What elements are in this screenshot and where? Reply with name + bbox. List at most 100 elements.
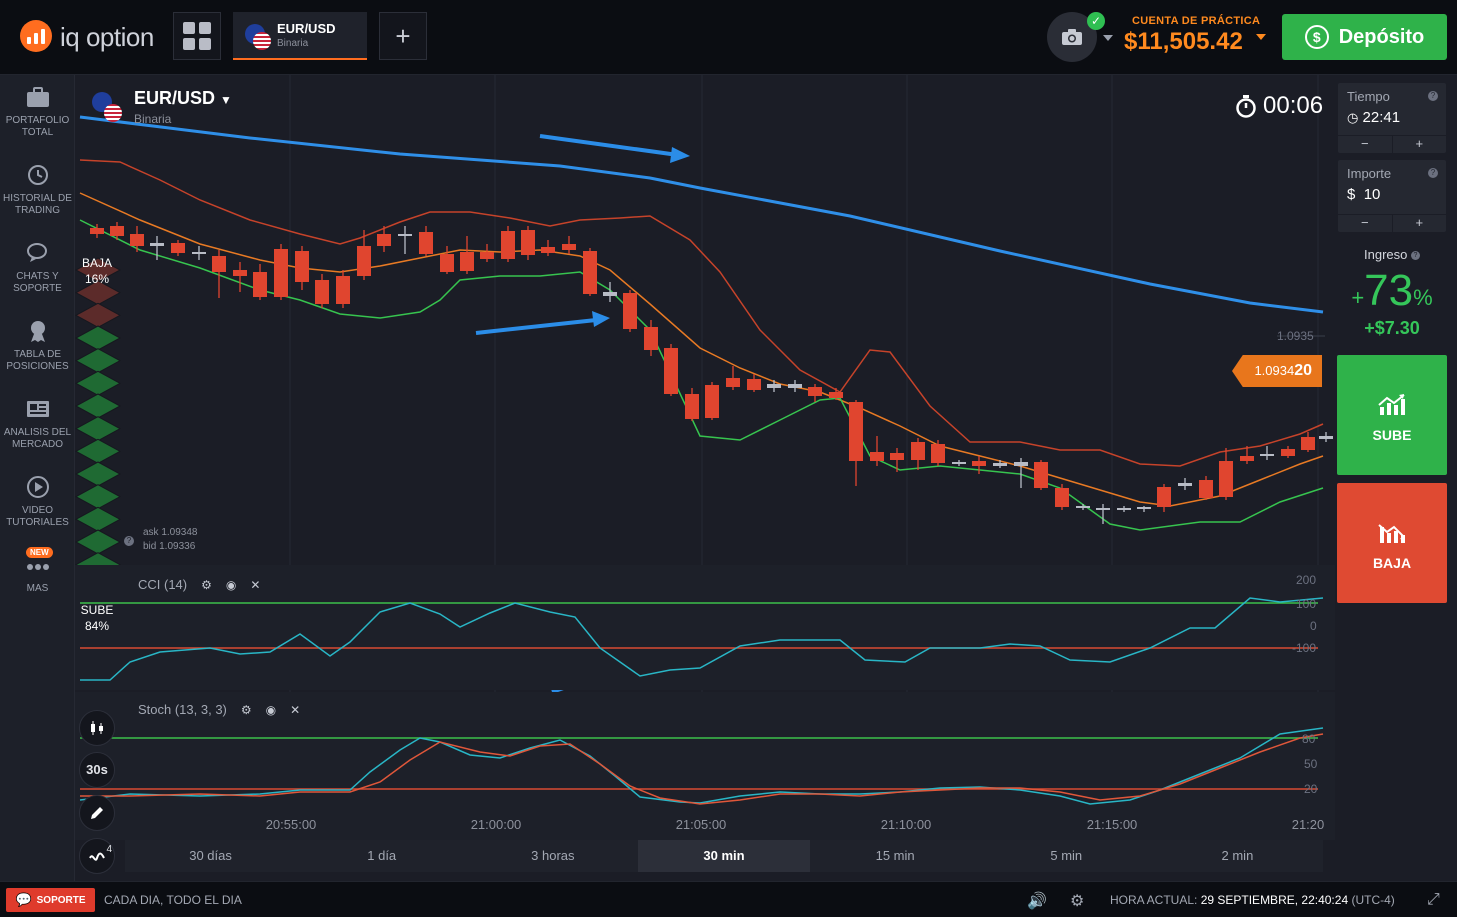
balance-dropdown-icon[interactable] bbox=[1256, 34, 1266, 40]
middle-band bbox=[79, 192, 1324, 507]
sidebar-item-video-tutorials[interactable]: VIDEO TUTORIALES bbox=[0, 475, 75, 529]
amount-box[interactable]: Importe ? $ 10 − + bbox=[1338, 160, 1446, 232]
account-balance[interactable]: $11,505.42 bbox=[1124, 28, 1243, 55]
expiry-timer: 00:06 bbox=[1235, 92, 1323, 120]
iq-option-logo[interactable] bbox=[20, 20, 52, 52]
amount-minus-button[interactable]: − bbox=[1338, 215, 1393, 232]
eye-icon[interactable]: ◉ bbox=[265, 702, 277, 717]
candle-body bbox=[90, 228, 104, 234]
annotation-arrowhead bbox=[670, 147, 690, 163]
time-value: ◷ 22:41 bbox=[1347, 109, 1400, 126]
sentiment-up-pct: 84% bbox=[84, 619, 110, 633]
indicators-button[interactable]: 4 bbox=[79, 838, 115, 874]
ask-bid-info: ask 1.09348 bid 1.09336 bbox=[143, 526, 198, 554]
timeframe-option[interactable]: 30 min bbox=[638, 840, 810, 872]
amount-plus-button[interactable]: + bbox=[1415, 215, 1424, 230]
volume-icon[interactable]: 🔊 bbox=[1027, 893, 1047, 910]
support-label: SOPORTE bbox=[36, 894, 86, 906]
help-icon[interactable]: ? bbox=[1411, 251, 1420, 261]
chart-asset-selector[interactable]: EUR/USD ▼ bbox=[134, 88, 232, 109]
candle-body bbox=[1301, 437, 1315, 450]
asset-tab-type: Binaria bbox=[277, 38, 309, 49]
new-badge: NEW bbox=[26, 547, 53, 558]
chat-icon: 💬 bbox=[15, 892, 32, 907]
fullscreen-icon[interactable]: ⤢ bbox=[1427, 891, 1440, 908]
candle-body bbox=[440, 254, 454, 272]
more-icon bbox=[26, 564, 49, 570]
cci-tick: 0 bbox=[1310, 619, 1317, 633]
candle-body bbox=[993, 463, 1007, 466]
cci-header: CCI (14) ⚙ ◉ ✕ bbox=[138, 577, 260, 592]
price-level-label: 1.0935 bbox=[1277, 329, 1314, 343]
history-icon bbox=[27, 165, 48, 185]
income-label-row: Ingreso ? bbox=[1337, 247, 1447, 262]
sidebar-item-leaderboard[interactable]: TABLA DE POSICIONES bbox=[0, 319, 75, 373]
stoch-header: Stoch (13, 3, 3) ⚙ ◉ ✕ bbox=[138, 702, 300, 717]
candle-body bbox=[890, 453, 904, 460]
time-minus-button[interactable]: − bbox=[1338, 136, 1393, 153]
sidebar-item-history[interactable]: HISTORIAL DE TRADING bbox=[0, 163, 75, 217]
close-icon[interactable]: ✕ bbox=[290, 702, 301, 717]
sentiment-up: SUBE 84% bbox=[80, 602, 114, 634]
income-label: Ingreso bbox=[1364, 247, 1408, 262]
stoch-label: Stoch (13, 3, 3) bbox=[138, 702, 227, 717]
expiry-time-box[interactable]: Tiempo ? ◷ 22:41 − + bbox=[1338, 83, 1446, 153]
gear-icon[interactable]: ⚙ bbox=[1070, 893, 1085, 910]
add-asset-button[interactable]: + bbox=[379, 12, 427, 60]
close-icon[interactable]: ✕ bbox=[250, 577, 261, 592]
moving-average-line bbox=[79, 115, 1324, 314]
chevron-down-icon[interactable] bbox=[1103, 35, 1113, 41]
candle-body bbox=[623, 293, 637, 329]
candle-timeframe-button[interactable]: 30s bbox=[79, 752, 115, 788]
check-icon: ✓ bbox=[1087, 12, 1105, 30]
support-button[interactable]: 💬 SOPORTE bbox=[6, 888, 95, 912]
put-down-button[interactable]: BAJA bbox=[1337, 483, 1447, 603]
candle-body bbox=[808, 387, 822, 396]
timeframe-option[interactable]: 1 día bbox=[367, 848, 397, 863]
income-pct-sign: + bbox=[1351, 285, 1365, 310]
help-icon[interactable]: ? bbox=[1428, 168, 1438, 178]
bollinger-upper bbox=[79, 159, 1324, 467]
deposit-button[interactable]: $ Depósito bbox=[1282, 14, 1447, 60]
cci-tick: -100 bbox=[1292, 641, 1316, 655]
timeframe-option[interactable]: 3 horas bbox=[531, 848, 575, 863]
price-chart[interactable]: 1.0935 200 100 0 -100 80 50 20 20:55:00 2… bbox=[75, 75, 1335, 881]
timeframe-option[interactable]: 30 días bbox=[189, 848, 232, 863]
help-icon[interactable]: ? bbox=[1428, 91, 1438, 101]
candles-icon bbox=[91, 721, 103, 735]
brand-name: iq option bbox=[60, 22, 154, 52]
news-icon bbox=[26, 401, 49, 417]
sidebar-item-more[interactable]: MAS bbox=[0, 553, 75, 595]
gear-icon[interactable]: ⚙ bbox=[201, 577, 212, 592]
sidebar-item-label: PORTAFOLIO TOTAL bbox=[5, 115, 70, 138]
sidebar-item-label: VIDEO TUTORIALES bbox=[6, 505, 69, 528]
cci-label: CCI (14) bbox=[138, 577, 188, 592]
draw-tools-button[interactable] bbox=[79, 795, 115, 831]
dollar-icon: $ bbox=[1304, 25, 1329, 49]
chart-asset-type: Binaria bbox=[134, 112, 172, 126]
timeframe-option[interactable]: 15 min bbox=[875, 848, 915, 863]
sidebar-item-label: HISTORIAL DE TRADING bbox=[3, 193, 72, 216]
candle-body bbox=[274, 249, 288, 297]
gear-icon[interactable]: ⚙ bbox=[240, 702, 252, 717]
amount-stepper: − + bbox=[1338, 214, 1446, 232]
time-plus-button[interactable]: + bbox=[1415, 136, 1424, 151]
assets-grid-button[interactable] bbox=[173, 12, 221, 60]
trend-up-icon bbox=[1378, 394, 1405, 415]
income-amount: +$7.30 bbox=[1364, 318, 1420, 338]
top-bar: iq option EUR/USD Binaria + ✓ CUENTA DE … bbox=[0, 0, 1457, 75]
candle-body bbox=[398, 234, 412, 236]
asset-tab-eurusd[interactable]: EUR/USD Binaria bbox=[233, 12, 367, 60]
amount-input[interactable]: $ 10 bbox=[1347, 186, 1380, 203]
stoch-tick: 80 bbox=[1302, 732, 1316, 746]
timeframe-option[interactable]: 5 min bbox=[1050, 848, 1083, 863]
sidebar-item-chat[interactable]: CHATS Y SOPORTE bbox=[0, 241, 75, 295]
call-up-button[interactable]: SUBE bbox=[1337, 355, 1447, 475]
help-icon[interactable]: ? bbox=[124, 536, 134, 546]
timeframe-option[interactable]: 2 min bbox=[1221, 848, 1254, 863]
sidebar-item-portfolio[interactable]: PORTAFOLIO TOTAL bbox=[0, 85, 75, 139]
chart-type-button[interactable] bbox=[79, 710, 115, 746]
eye-icon[interactable]: ◉ bbox=[225, 577, 237, 592]
sidebar-item-market-analysis[interactable]: ANALISIS DEL MERCADO bbox=[0, 397, 75, 451]
trophy-icon bbox=[30, 321, 45, 342]
